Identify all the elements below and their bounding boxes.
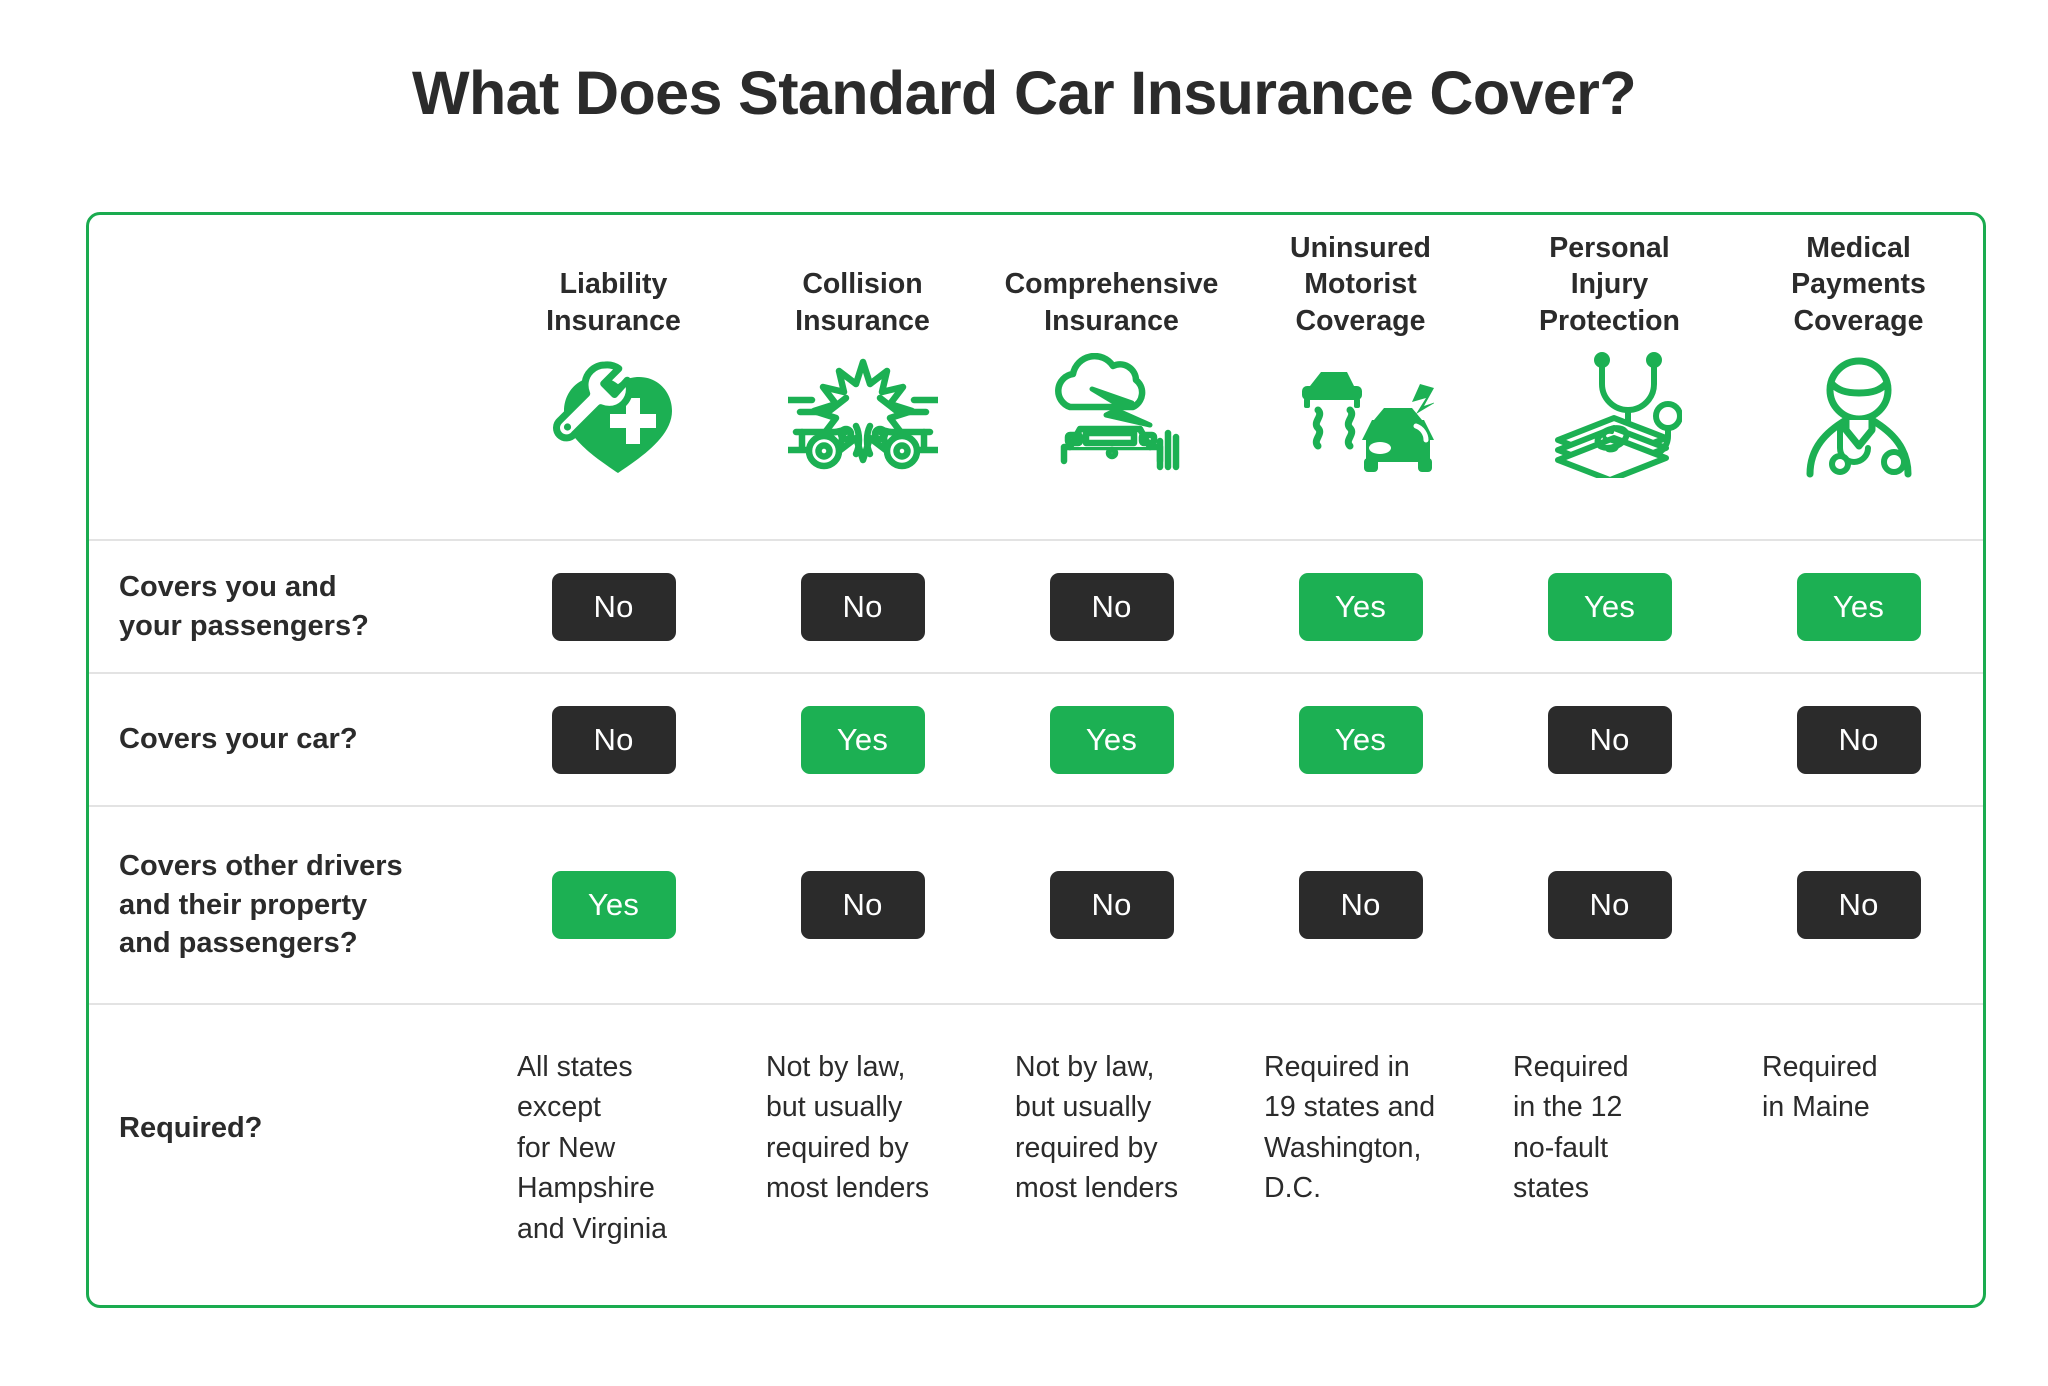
car-crash-icon bbox=[787, 345, 938, 485]
status-badge: No bbox=[1547, 871, 1672, 939]
cell-liability: Yes bbox=[489, 807, 738, 1003]
column-header-comprehensive: Comprehensive Insurance bbox=[987, 215, 1236, 539]
cell-medpay: No bbox=[1734, 674, 1983, 805]
cell-comprehensive: Yes bbox=[987, 674, 1236, 805]
status-badge: No bbox=[1547, 705, 1672, 774]
row-divider bbox=[89, 1003, 1983, 1005]
header-corner-cell bbox=[89, 215, 489, 539]
column-header-label: Comprehensive Insurance bbox=[1004, 268, 1219, 337]
cell-medpay: Yes bbox=[1734, 541, 1983, 672]
row-divider bbox=[89, 805, 1983, 807]
column-header-medpay: Medical Payments Coverage bbox=[1734, 215, 1983, 539]
row-divider bbox=[89, 672, 1983, 674]
row-label: Required? bbox=[119, 1111, 263, 1144]
row-label-cell: Covers other drivers and their property … bbox=[89, 807, 489, 1003]
required-text: Not by law, but usually required by most… bbox=[1015, 1051, 1179, 1205]
status-badge: No bbox=[1049, 871, 1174, 939]
row-label: Covers you and your passengers? bbox=[119, 570, 369, 642]
status-badge: Yes bbox=[800, 705, 925, 774]
column-header-label: Liability Insurance bbox=[546, 268, 681, 337]
column-header-label: Personal Injury Protection bbox=[1539, 231, 1680, 337]
status-badge: No bbox=[800, 871, 925, 939]
status-badge: No bbox=[1298, 871, 1423, 939]
wrench-heart-icon bbox=[539, 345, 689, 485]
row-divider bbox=[89, 539, 1983, 541]
cell-comprehensive: No bbox=[987, 807, 1236, 1003]
row-label-cell: Required? bbox=[89, 1005, 489, 1251]
page-title: What Does Standard Car Insurance Cover? bbox=[411, 59, 1637, 127]
column-header-pip: Personal Injury Protection bbox=[1485, 215, 1734, 539]
cell-comprehensive: Not by law, but usually required by most… bbox=[987, 1005, 1236, 1251]
cell-liability: No bbox=[489, 541, 738, 672]
cell-pip: Required in the 12 no-fault states bbox=[1485, 1005, 1734, 1251]
status-badge: Yes bbox=[1049, 705, 1174, 774]
column-header-collision: Collision Insurance bbox=[738, 215, 987, 539]
cell-uninsured: Yes bbox=[1236, 674, 1485, 805]
cell-medpay: Required in Maine bbox=[1734, 1005, 1983, 1251]
row-label: Covers other drivers and their property … bbox=[119, 850, 403, 960]
status-badge: No bbox=[1796, 871, 1921, 939]
cell-medpay: No bbox=[1734, 807, 1983, 1003]
column-header-uninsured: Uninsured Motorist Coverage bbox=[1236, 215, 1485, 539]
cell-comprehensive: No bbox=[987, 541, 1236, 672]
cell-pip: No bbox=[1485, 807, 1734, 1003]
status-badge: Yes bbox=[551, 871, 676, 939]
required-text: Required in the 12 no-fault states bbox=[1513, 1051, 1629, 1205]
table-row-required: Required? All states except for New Hamp… bbox=[89, 1005, 1983, 1251]
status-badge: No bbox=[800, 572, 925, 641]
status-badge: Yes bbox=[1298, 705, 1423, 774]
required-text: Required in 19 states and Washington, D.… bbox=[1264, 1051, 1436, 1205]
cell-collision: No bbox=[738, 807, 987, 1003]
coverage-comparison-card: Liability Insurance Collision Insurance bbox=[86, 212, 1986, 1308]
table-row: Covers other drivers and their property … bbox=[89, 807, 1983, 1003]
column-header-liability: Liability Insurance bbox=[489, 215, 738, 539]
required-text: All states except for New Hampshire and … bbox=[517, 1051, 668, 1245]
doctor-icon bbox=[1784, 345, 1934, 485]
status-badge: No bbox=[1049, 572, 1174, 641]
money-stethoscope-icon bbox=[1535, 345, 1685, 485]
table-header-row: Liability Insurance Collision Insurance bbox=[89, 215, 1983, 539]
cell-uninsured: Yes bbox=[1236, 541, 1485, 672]
status-badge: Yes bbox=[1547, 572, 1672, 641]
storm-cloud-car-icon bbox=[1037, 345, 1187, 485]
cell-liability: All states except for New Hampshire and … bbox=[489, 1005, 738, 1251]
status-badge: Yes bbox=[1796, 572, 1921, 641]
table-row: Covers your car? No Yes Yes Yes No No bbox=[89, 674, 1983, 805]
cell-collision: No bbox=[738, 541, 987, 672]
required-text: Required in Maine bbox=[1762, 1051, 1878, 1124]
row-label-cell: Covers you and your passengers? bbox=[89, 541, 489, 672]
column-header-label: Collision Insurance bbox=[795, 268, 930, 337]
column-header-label: Uninsured Motorist Coverage bbox=[1290, 231, 1431, 337]
cell-liability: No bbox=[489, 674, 738, 805]
column-header-label: Medical Payments Coverage bbox=[1791, 231, 1926, 337]
table-row: Covers you and your passengers? No No No… bbox=[89, 541, 1983, 672]
status-badge: No bbox=[1796, 705, 1921, 774]
row-label-cell: Covers your car? bbox=[89, 674, 489, 805]
cell-pip: Yes bbox=[1485, 541, 1734, 672]
cell-uninsured: Required in 19 states and Washington, D.… bbox=[1236, 1005, 1485, 1251]
status-badge: No bbox=[551, 705, 676, 774]
status-badge: Yes bbox=[1298, 572, 1423, 641]
cell-collision: Not by law, but usually required by most… bbox=[738, 1005, 987, 1251]
row-label: Covers your car? bbox=[119, 723, 358, 756]
required-text: Not by law, but usually required by most… bbox=[766, 1051, 930, 1205]
cell-uninsured: No bbox=[1236, 807, 1485, 1003]
hit-and-run-car-icon bbox=[1286, 345, 1436, 485]
status-badge: No bbox=[551, 572, 676, 641]
cell-pip: No bbox=[1485, 674, 1734, 805]
cell-collision: Yes bbox=[738, 674, 987, 805]
